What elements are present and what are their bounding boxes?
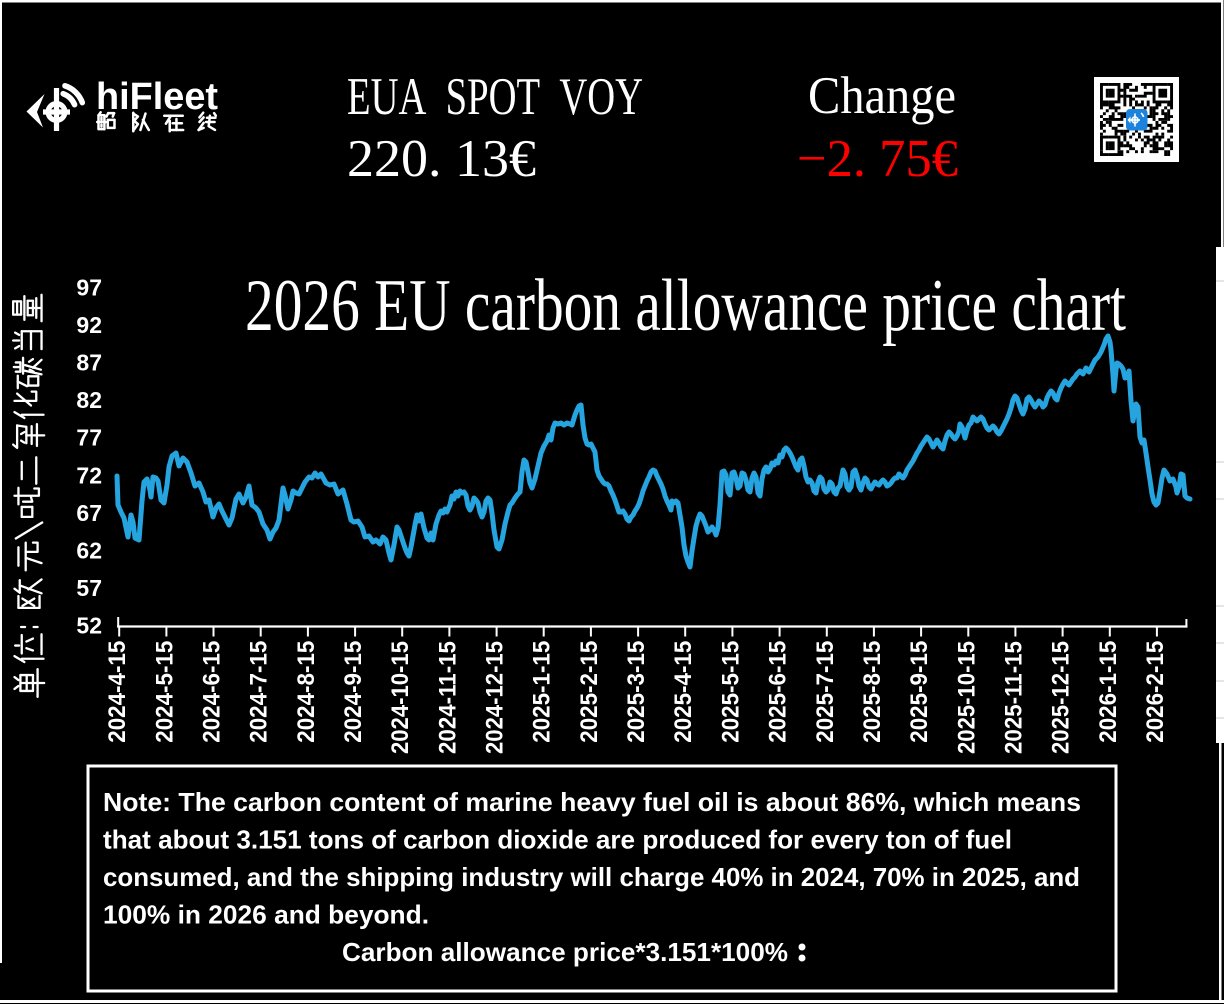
svg-text:2025-4-15: 2025-4-15	[670, 641, 697, 743]
svg-text:2025-8-15: 2025-8-15	[859, 641, 886, 743]
svg-text:2026 EU carbon allowance price: 2026 EU carbon allowance price chart	[245, 265, 1126, 347]
svg-text:2025-7-15: 2025-7-15	[812, 641, 839, 743]
svg-text:Change: Change	[808, 67, 956, 125]
svg-text:2025-9-15: 2025-9-15	[906, 641, 933, 743]
svg-text:2025-12-15: 2025-12-15	[1048, 641, 1075, 754]
svg-text:Note: The carbon content of ma: Note: The carbon content of marine heavy…	[103, 787, 1081, 817]
svg-text:2024-8-15: 2024-8-15	[293, 641, 320, 743]
svg-text:2024-6-15: 2024-6-15	[199, 641, 226, 743]
svg-text:220. 13€: 220. 13€	[347, 130, 536, 188]
svg-text:92: 92	[76, 312, 102, 338]
svg-text:77: 77	[76, 425, 102, 451]
svg-text:EUA SPOT VOY: EUA SPOT VOY	[347, 68, 643, 126]
svg-text:that about 3.151 tons of carbo: that about 3.151 tons of carbon dioxide …	[103, 825, 1012, 855]
svg-text:52: 52	[76, 613, 102, 639]
svg-text:2025-1-15: 2025-1-15	[529, 641, 556, 743]
svg-text:72: 72	[76, 462, 102, 488]
svg-text:2025-11-15: 2025-11-15	[1000, 641, 1027, 754]
svg-text:2024-11-15: 2024-11-15	[434, 641, 461, 754]
svg-text:57: 57	[76, 575, 102, 601]
svg-text:67: 67	[76, 500, 102, 526]
svg-text:2025-5-15: 2025-5-15	[717, 641, 744, 743]
svg-text:2024-12-15: 2024-12-15	[482, 641, 509, 754]
svg-text:2025-6-15: 2025-6-15	[765, 641, 792, 743]
svg-text:2026-1-15: 2026-1-15	[1095, 641, 1122, 743]
svg-text:2025-10-15: 2025-10-15	[953, 641, 980, 754]
svg-text:Carbon allowance price*3.151*1: Carbon allowance price*3.151*100%	[342, 937, 788, 967]
svg-text:−2. 75€: −2. 75€	[797, 130, 958, 188]
svg-text:2024-7-15: 2024-7-15	[246, 641, 273, 743]
svg-text:2025-3-15: 2025-3-15	[623, 641, 650, 743]
svg-text:hiFleet: hiFleet	[96, 76, 218, 118]
svg-text:100% in 2026 and beyond.: 100% in 2026 and beyond.	[103, 900, 429, 930]
svg-text:97: 97	[76, 275, 102, 301]
svg-text:2024-5-15: 2024-5-15	[151, 641, 178, 743]
svg-text:2026-2-15: 2026-2-15	[1142, 641, 1169, 743]
svg-text:2024-4-15: 2024-4-15	[104, 641, 131, 743]
svg-text:consumed, and the shipping ind: consumed, and the shipping industry will…	[103, 862, 1080, 892]
svg-text:2025-2-15: 2025-2-15	[576, 641, 603, 743]
svg-text:62: 62	[76, 537, 102, 563]
svg-text:2024-10-15: 2024-10-15	[387, 641, 414, 754]
svg-text:2024-9-15: 2024-9-15	[340, 641, 367, 743]
svg-text:82: 82	[76, 387, 102, 413]
svg-text:87: 87	[76, 350, 102, 376]
